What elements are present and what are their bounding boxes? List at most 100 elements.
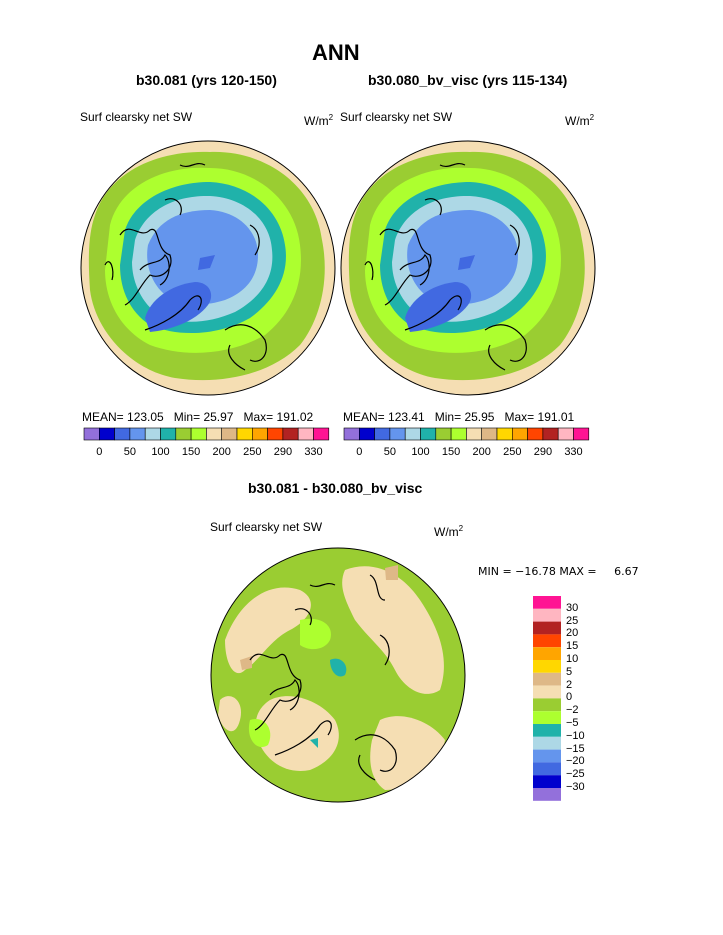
colorbar-label: −20 bbox=[566, 755, 585, 768]
colorbar-swatch bbox=[466, 427, 482, 441]
colorbar-swatch bbox=[236, 427, 253, 441]
colorbar-swatch bbox=[160, 427, 177, 441]
panel-1-subtitle: b30.081 (yrs 120-150) bbox=[136, 72, 277, 88]
colorbar-label: 250 bbox=[243, 446, 262, 458]
colorbar-label: −30 bbox=[566, 781, 585, 793]
colorbar-swatch bbox=[358, 427, 375, 441]
panel-1-units: W/m2 bbox=[304, 113, 334, 128]
colorbar-label: 200 bbox=[472, 446, 491, 458]
colorbar-swatch bbox=[533, 596, 561, 609]
colorbar-label: 25 bbox=[566, 614, 579, 627]
colorbar-swatch bbox=[533, 672, 561, 686]
colorbar-swatch bbox=[450, 427, 467, 441]
colorbar-label: 250 bbox=[503, 446, 522, 458]
colorbar-swatch bbox=[435, 427, 452, 441]
colorbar-swatch bbox=[533, 647, 561, 660]
colorbar-swatch bbox=[129, 427, 146, 441]
colorbar-label: 2 bbox=[566, 678, 573, 691]
panel-1-variable-label: Surf clearsky net SW bbox=[80, 110, 193, 124]
colorbar-swatch bbox=[533, 724, 561, 737]
colorbar-label: 290 bbox=[533, 446, 553, 458]
colorbar-difference bbox=[533, 596, 561, 801]
panel-1-max: 191.02 bbox=[276, 410, 314, 424]
colorbar-swatch bbox=[282, 427, 299, 441]
colorbar-swatch bbox=[114, 427, 131, 441]
colorbar-swatch bbox=[496, 427, 513, 441]
colorbar-swatch bbox=[533, 711, 561, 724]
colorbar-swatch bbox=[542, 427, 559, 441]
colorbar-panel-1 bbox=[83, 427, 330, 441]
colorbar-swatch bbox=[175, 427, 192, 441]
panel-2-max: 191.01 bbox=[537, 410, 575, 424]
colorbar-label: 330 bbox=[564, 446, 583, 458]
difference-variable-label: Surf clearsky net SW bbox=[210, 520, 323, 534]
colorbar-swatch bbox=[533, 608, 561, 622]
colorbar-label: −2 bbox=[566, 704, 579, 717]
panel-2-map-border bbox=[340, 140, 596, 396]
polar-map-panel-1 bbox=[81, 141, 335, 395]
panel-2-stats: MEAN= 123.41 Min= 25.95 Max= 191.01 bbox=[343, 410, 575, 424]
colorbar-swatch bbox=[481, 427, 498, 441]
colorbar-swatch bbox=[221, 427, 238, 441]
panel-1-map-border bbox=[80, 140, 336, 396]
colorbar-swatch bbox=[573, 427, 590, 441]
colorbar-swatch bbox=[267, 427, 284, 441]
colorbar-swatch bbox=[144, 427, 161, 441]
difference-units: W/m2 bbox=[434, 524, 464, 539]
colorbar-label: −5 bbox=[566, 717, 579, 729]
colorbar-swatch bbox=[533, 634, 561, 648]
colorbar-swatch bbox=[420, 427, 437, 441]
colorbar-swatch bbox=[374, 427, 391, 441]
colorbar-label: −25 bbox=[566, 768, 585, 781]
colorbar-swatch bbox=[343, 427, 360, 441]
colorbar-swatch bbox=[389, 427, 406, 441]
panel-2-mean: 123.41 bbox=[388, 410, 425, 424]
colorbar-swatch bbox=[557, 427, 574, 441]
colorbar-swatch bbox=[252, 427, 268, 441]
difference-map-border bbox=[210, 547, 466, 803]
colorbar-swatch bbox=[533, 660, 561, 673]
colorbar-swatch bbox=[83, 427, 100, 441]
colorbar-swatch bbox=[533, 788, 561, 801]
colorbar-label: 10 bbox=[566, 653, 579, 665]
colorbar-label: 100 bbox=[411, 446, 430, 458]
colorbar-label: 0 bbox=[96, 446, 103, 458]
colorbar-label: 0 bbox=[566, 691, 573, 704]
panel-2-min: 25.95 bbox=[464, 410, 495, 424]
colorbar-label: 30 bbox=[566, 601, 579, 614]
colorbar-label: 5 bbox=[566, 665, 573, 678]
colorbar-label: 100 bbox=[151, 446, 170, 458]
panel-2-subtitle: b30.080_bv_visc (yrs 115-134) bbox=[368, 72, 568, 88]
colorbar-label: −15 bbox=[566, 742, 585, 755]
colorbar-label: 150 bbox=[441, 446, 461, 458]
colorbar-swatch bbox=[404, 427, 421, 441]
colorbar-panel-2 bbox=[343, 427, 590, 441]
colorbar-swatch bbox=[297, 427, 314, 441]
colorbar-swatch bbox=[527, 427, 544, 441]
colorbar-swatch bbox=[313, 427, 330, 441]
colorbar-swatch bbox=[533, 698, 561, 712]
colorbar-label: −10 bbox=[566, 729, 585, 742]
colorbar-label: 50 bbox=[123, 446, 137, 458]
colorbar-swatch bbox=[206, 427, 222, 441]
colorbar-swatch bbox=[533, 775, 561, 788]
colorbar-label: 290 bbox=[273, 446, 293, 458]
colorbar-swatch bbox=[533, 621, 561, 635]
colorbar-label: 150 bbox=[181, 446, 201, 458]
panel-2-units: W/m2 bbox=[565, 113, 595, 128]
panel-2-variable-label: Surf clearsky net SW bbox=[340, 110, 453, 124]
polar-map-panel-2 bbox=[341, 141, 595, 395]
colorbar-label: 15 bbox=[566, 640, 579, 653]
colorbar-label: 50 bbox=[383, 446, 397, 458]
colorbar-swatch bbox=[533, 736, 561, 750]
colorbar-label: 330 bbox=[304, 446, 323, 458]
colorbar-swatch bbox=[190, 427, 207, 441]
difference-stats: MIN = −16.78 MAX = 6.67 bbox=[478, 565, 639, 578]
panel-1-mean: 123.05 bbox=[127, 410, 164, 424]
colorbar-swatch bbox=[99, 427, 115, 441]
colorbar-swatch bbox=[511, 427, 528, 441]
colorbar-swatch bbox=[533, 685, 561, 699]
panel-1-min: 25.97 bbox=[203, 410, 234, 424]
page-title: ANN bbox=[312, 40, 360, 65]
